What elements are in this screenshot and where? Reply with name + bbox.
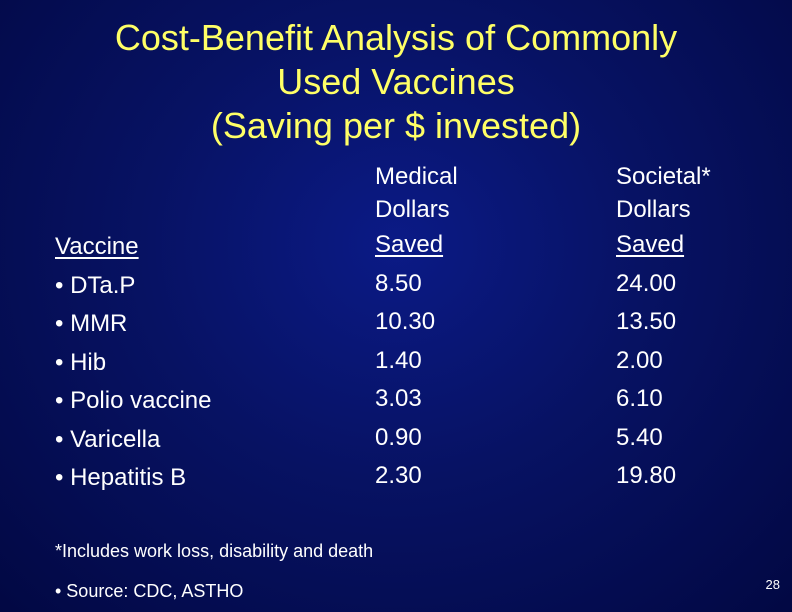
medical-header-line-2: Dollars bbox=[375, 196, 450, 223]
source-note: • Source: CDC, ASTHO bbox=[55, 581, 244, 601]
societal-value: 5.40 bbox=[616, 423, 663, 451]
societal-dollars-column: Societal* Dollars Saved 24.00 13.50 2.00… bbox=[616, 160, 711, 496]
medical-header-line-1: Medical bbox=[375, 163, 458, 190]
vaccine-header: Vaccine bbox=[55, 233, 139, 260]
slide-title: Cost-Benefit Analysis of Commonly Used V… bbox=[0, 16, 792, 148]
vaccine-row: • DTa.P bbox=[55, 271, 136, 299]
societal-value: 24.00 bbox=[616, 269, 677, 297]
vaccine-row: • Polio vaccine bbox=[55, 387, 212, 414]
footnote: *Includes work loss, disability and deat… bbox=[55, 541, 374, 561]
vaccine-row: • Hepatitis B bbox=[55, 464, 187, 491]
title-line-2: Used Vaccines bbox=[277, 61, 515, 102]
medical-value: 3.03 bbox=[375, 385, 422, 412]
societal-header-line-1: Societal* bbox=[616, 163, 711, 190]
vaccine-row: • Varicella bbox=[55, 425, 161, 453]
title-line-3: (Saving per $ invested) bbox=[210, 105, 582, 146]
medical-value: 10.30 bbox=[375, 308, 436, 335]
medical-value: 1.40 bbox=[375, 346, 422, 374]
vaccine-row: • Hib bbox=[55, 348, 107, 376]
medical-value: 8.50 bbox=[375, 269, 422, 297]
medical-dollars-column: Medical Dollars Saved 8.50 10.30 1.40 3.… bbox=[375, 160, 458, 496]
medical-value: 0.90 bbox=[375, 423, 422, 451]
slide-number: 28 bbox=[765, 577, 780, 592]
medical-value: 2.30 bbox=[375, 462, 422, 489]
societal-header-line-2: Dollars bbox=[616, 196, 691, 223]
societal-header-line-3: Saved bbox=[616, 231, 685, 258]
societal-value: 19.80 bbox=[616, 462, 677, 489]
vaccine-row: • MMR bbox=[55, 310, 128, 337]
societal-value: 13.50 bbox=[616, 308, 677, 335]
societal-value: 6.10 bbox=[616, 385, 663, 412]
title-line-1: Cost-Benefit Analysis of Commonly bbox=[114, 17, 678, 58]
societal-value: 2.00 bbox=[616, 346, 663, 374]
medical-header-line-3: Saved bbox=[375, 231, 444, 258]
vaccine-column: Vaccine • DTa.P • MMR • Hib • Polio vacc… bbox=[55, 228, 211, 498]
